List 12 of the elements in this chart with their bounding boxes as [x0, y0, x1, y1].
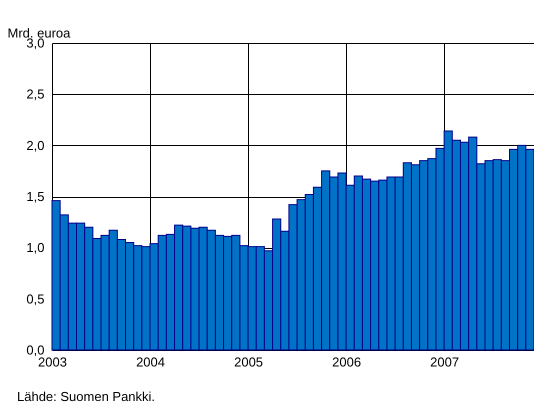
- y-tick-label: 2,0: [26, 138, 44, 153]
- y-tick-label: 2,5: [26, 86, 44, 102]
- x-tick-label: 2004: [136, 354, 165, 370]
- x-tick-label: 2005: [234, 354, 264, 370]
- y-tick-label: 1,0: [26, 240, 44, 256]
- x-tick-label: 2007: [430, 354, 460, 370]
- y-tick-label: 0,0: [26, 342, 44, 358]
- y-tick-label: 1,5: [26, 189, 44, 204]
- y-tick-label: 0,5: [26, 291, 44, 306]
- x-tick-label: 2003: [38, 354, 67, 370]
- text: Lähde: Suomen Pankki.: [17, 389, 156, 404]
- x-tick-label: 2006: [332, 354, 362, 370]
